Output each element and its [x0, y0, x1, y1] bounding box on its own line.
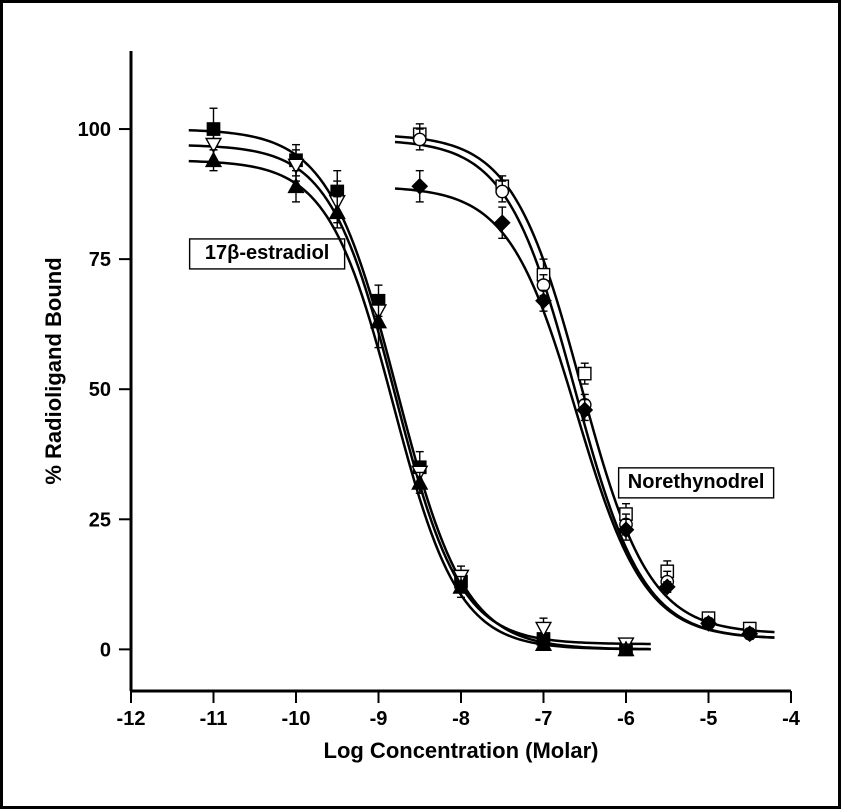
annotation-text: Norethynodrel	[628, 471, 765, 493]
y-tick-label: 50	[89, 379, 111, 401]
x-tick-label: -12	[117, 708, 146, 730]
ann-norethynodrel: Norethynodrel	[619, 468, 774, 498]
marker-circle-open	[496, 185, 508, 197]
x-tick-label: -7	[535, 708, 553, 730]
marker-triangle-up-filled	[206, 153, 221, 167]
marker-circle-open	[537, 279, 549, 291]
y-tick-label: 100	[78, 119, 111, 141]
y-axis-label: % Radioligand Bound	[41, 257, 66, 484]
x-tick-label: -5	[700, 708, 718, 730]
ann-estradiol: 17β-estradiol	[190, 239, 345, 269]
y-tick-label: 25	[89, 509, 111, 531]
marker-square-open	[579, 367, 591, 379]
y-tick-label: 0	[100, 639, 111, 661]
marker-circle-open	[414, 133, 426, 145]
x-tick-label: -10	[282, 708, 311, 730]
annotation-text: 17β-estradiol	[205, 242, 329, 264]
x-tick-label: -4	[782, 708, 801, 730]
x-tick-label: -9	[370, 708, 388, 730]
x-tick-label: -6	[617, 708, 635, 730]
x-tick-label: -11	[200, 708, 228, 730]
x-tick-label: -8	[452, 708, 470, 730]
chart-svg: -12 -11 -10 -9 -8 -7 -6 -5 -4 Log Concentration (…	[21, 21, 821, 781]
y-tick-label: 75	[89, 249, 111, 271]
plot-area: { "chart": { "type": "line-scatter-dose-…	[21, 21, 820, 788]
chart-frame: { "chart": { "type": "line-scatter-dose-…	[0, 0, 841, 809]
x-axis-label: Log Concentration (Molar)	[324, 738, 599, 763]
